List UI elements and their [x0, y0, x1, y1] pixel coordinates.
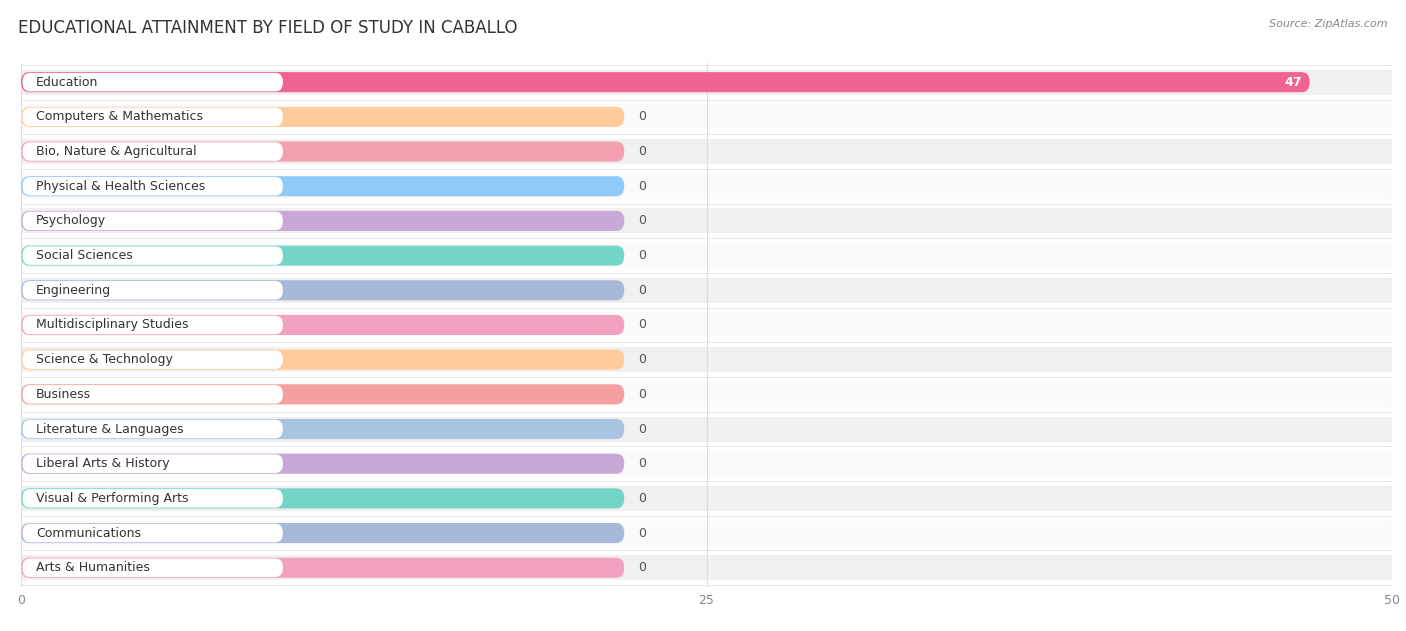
- FancyBboxPatch shape: [22, 281, 283, 300]
- FancyBboxPatch shape: [22, 143, 283, 161]
- FancyBboxPatch shape: [22, 524, 283, 542]
- FancyBboxPatch shape: [21, 350, 624, 370]
- FancyBboxPatch shape: [21, 211, 624, 231]
- Text: Communications: Communications: [37, 527, 141, 540]
- FancyBboxPatch shape: [22, 73, 283, 91]
- FancyBboxPatch shape: [22, 420, 283, 439]
- Text: Source: ZipAtlas.com: Source: ZipAtlas.com: [1270, 19, 1388, 29]
- FancyBboxPatch shape: [21, 280, 624, 300]
- Text: 0: 0: [638, 457, 645, 470]
- FancyBboxPatch shape: [21, 488, 624, 509]
- Text: 47: 47: [1284, 76, 1302, 89]
- Text: 0: 0: [638, 284, 645, 297]
- Text: Visual & Performing Arts: Visual & Performing Arts: [37, 492, 188, 505]
- Text: Business: Business: [37, 388, 91, 401]
- Bar: [21, 278, 1392, 303]
- Bar: [21, 174, 1392, 199]
- Text: 0: 0: [638, 492, 645, 505]
- Bar: [21, 416, 1392, 442]
- FancyBboxPatch shape: [22, 385, 283, 404]
- Text: 0: 0: [638, 388, 645, 401]
- Bar: [21, 312, 1392, 338]
- FancyBboxPatch shape: [21, 176, 624, 196]
- Text: Arts & Humanities: Arts & Humanities: [37, 561, 150, 574]
- Bar: [21, 382, 1392, 407]
- Text: 0: 0: [638, 180, 645, 192]
- Text: Engineering: Engineering: [37, 284, 111, 297]
- Text: 0: 0: [638, 353, 645, 366]
- FancyBboxPatch shape: [22, 558, 283, 577]
- Bar: [21, 139, 1392, 164]
- FancyBboxPatch shape: [21, 315, 624, 335]
- FancyBboxPatch shape: [21, 419, 624, 439]
- Text: 0: 0: [638, 249, 645, 262]
- Text: Multidisciplinary Studies: Multidisciplinary Studies: [37, 319, 188, 331]
- FancyBboxPatch shape: [21, 454, 624, 474]
- FancyBboxPatch shape: [21, 107, 624, 127]
- FancyBboxPatch shape: [22, 211, 283, 230]
- Bar: [21, 104, 1392, 129]
- Text: 0: 0: [638, 527, 645, 540]
- Text: Literature & Languages: Literature & Languages: [37, 423, 184, 435]
- FancyBboxPatch shape: [21, 141, 624, 162]
- FancyBboxPatch shape: [22, 350, 283, 369]
- FancyBboxPatch shape: [21, 384, 624, 404]
- Bar: [21, 69, 1392, 95]
- Text: 0: 0: [638, 110, 645, 123]
- FancyBboxPatch shape: [22, 177, 283, 196]
- Bar: [21, 555, 1392, 581]
- FancyBboxPatch shape: [22, 489, 283, 507]
- Text: Liberal Arts & History: Liberal Arts & History: [37, 457, 170, 470]
- Text: 0: 0: [638, 423, 645, 435]
- Bar: [21, 243, 1392, 268]
- Text: 0: 0: [638, 215, 645, 227]
- FancyBboxPatch shape: [22, 316, 283, 334]
- Text: Psychology: Psychology: [37, 215, 107, 227]
- Text: 0: 0: [638, 319, 645, 331]
- Bar: [21, 521, 1392, 546]
- FancyBboxPatch shape: [22, 454, 283, 473]
- FancyBboxPatch shape: [21, 523, 624, 543]
- Text: Science & Technology: Science & Technology: [37, 353, 173, 366]
- Text: EDUCATIONAL ATTAINMENT BY FIELD OF STUDY IN CABALLO: EDUCATIONAL ATTAINMENT BY FIELD OF STUDY…: [18, 19, 517, 37]
- Text: 0: 0: [638, 561, 645, 574]
- Text: 0: 0: [638, 145, 645, 158]
- Text: Education: Education: [37, 76, 98, 89]
- Text: Bio, Nature & Agricultural: Bio, Nature & Agricultural: [37, 145, 197, 158]
- FancyBboxPatch shape: [22, 246, 283, 265]
- FancyBboxPatch shape: [21, 558, 624, 578]
- Bar: [21, 208, 1392, 233]
- Text: Physical & Health Sciences: Physical & Health Sciences: [37, 180, 205, 192]
- Bar: [21, 486, 1392, 511]
- Bar: [21, 347, 1392, 372]
- Bar: [21, 451, 1392, 476]
- FancyBboxPatch shape: [21, 72, 1310, 92]
- Text: Computers & Mathematics: Computers & Mathematics: [37, 110, 204, 123]
- FancyBboxPatch shape: [22, 108, 283, 126]
- Text: Social Sciences: Social Sciences: [37, 249, 134, 262]
- FancyBboxPatch shape: [21, 245, 624, 266]
